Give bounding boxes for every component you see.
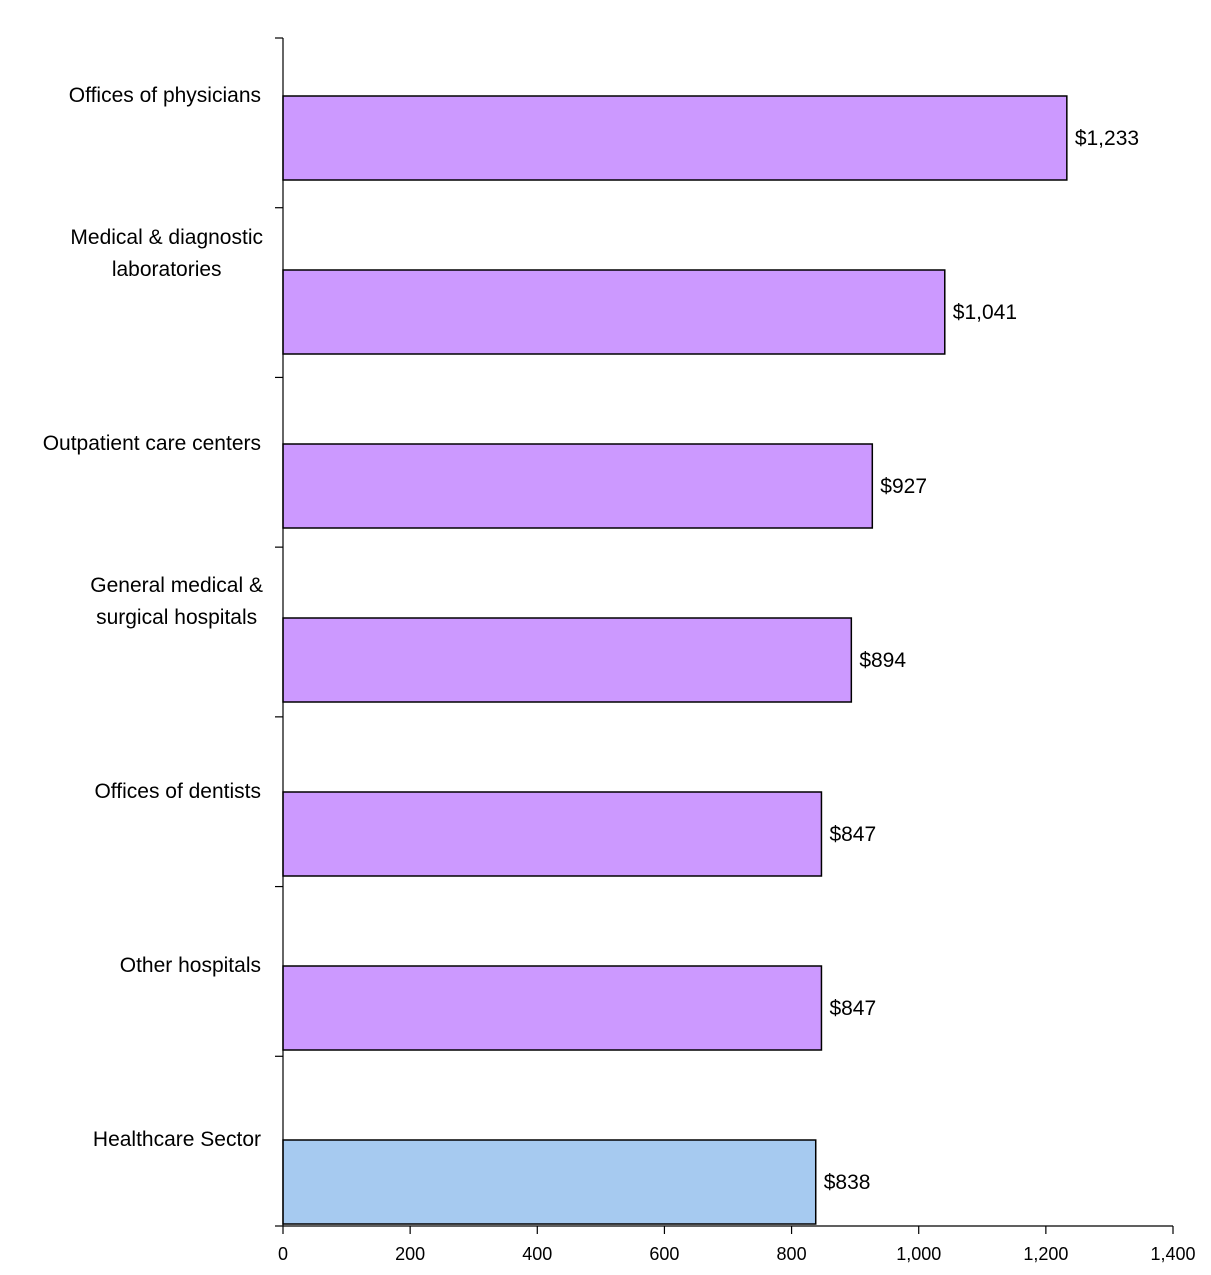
value-labels: $1,233 $1,041 $927 $894 $847 $847 $838 (824, 127, 1139, 1194)
bar-3 (282, 617, 853, 703)
x-tick-labels: 0 200 400 600 800 1,000 1,200 1,400 (278, 1244, 1196, 1264)
x-tick-label-7: 1,400 (1150, 1244, 1195, 1264)
category-label-5: Other hospitals (120, 954, 261, 977)
bar-5 (282, 965, 823, 1051)
bar-2 (282, 443, 874, 529)
bars (282, 95, 1068, 1225)
x-tick-label-0: 0 (278, 1244, 288, 1264)
bar-1 (282, 269, 946, 355)
value-label-5: $847 (829, 997, 876, 1020)
x-tick-label-4: 800 (777, 1244, 807, 1264)
category-label-2: Outpatient care centers (43, 432, 261, 455)
value-label-1: $1,041 (953, 301, 1017, 324)
value-label-4: $847 (829, 823, 876, 846)
category-label-0: Offices of physicians (69, 84, 261, 107)
x-tick-label-2: 400 (522, 1244, 552, 1264)
x-tick-label-5: 1,000 (896, 1244, 941, 1264)
value-label-2: $927 (880, 475, 927, 498)
category-label-4: Offices of dentists (94, 780, 261, 803)
bar-4 (282, 791, 823, 877)
category-label-6: Healthcare Sector (93, 1128, 261, 1151)
category-label-3: General medical & surgical hospitals (90, 574, 263, 629)
category-label-1: Medical & diagnostic laboratories (70, 226, 263, 281)
bar-0 (282, 95, 1068, 181)
bar-6 (282, 1139, 817, 1225)
x-tick-label-1: 200 (395, 1244, 425, 1264)
value-label-0: $1,233 (1075, 127, 1139, 150)
value-label-3: $894 (859, 649, 906, 672)
x-tick-label-3: 600 (649, 1244, 679, 1264)
value-label-6: $838 (824, 1171, 871, 1194)
axes (275, 37, 1174, 1234)
x-tick-label-6: 1,200 (1023, 1244, 1068, 1264)
category-labels: Offices of physicians Medical & diagnosti… (43, 84, 263, 1151)
